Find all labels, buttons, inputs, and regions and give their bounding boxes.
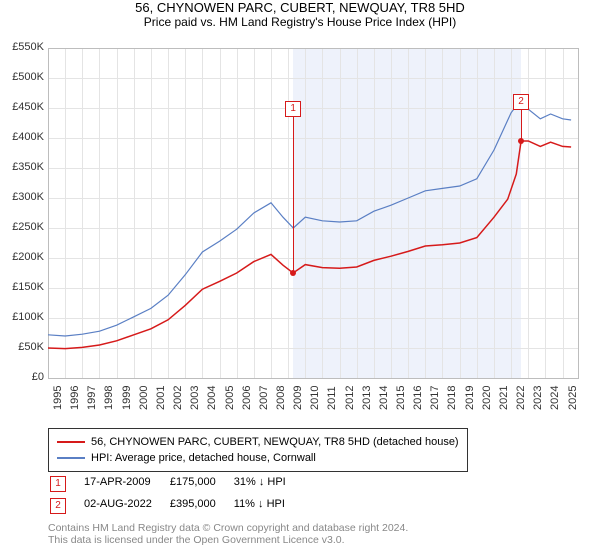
footnote: Contains HM Land Registry data © Crown c… xyxy=(48,522,408,546)
y-tick-label: £0 xyxy=(4,371,44,383)
x-tick-label: 1998 xyxy=(103,386,115,410)
x-tick-label: 2005 xyxy=(224,386,236,410)
transaction-marker: 1 xyxy=(50,476,66,492)
x-tick-label: 2011 xyxy=(326,386,338,410)
x-tick-label: 2015 xyxy=(395,386,407,410)
x-tick-label: 2007 xyxy=(258,386,270,410)
x-tick-label: 2019 xyxy=(464,386,476,410)
y-tick-label: £150K xyxy=(4,281,44,293)
footnote-line: Contains HM Land Registry data © Crown c… xyxy=(48,522,408,534)
x-tick-label: 1997 xyxy=(86,386,98,410)
x-tick-label: 2017 xyxy=(429,386,441,410)
x-tick-label: 2021 xyxy=(498,386,510,410)
marker-line-2 xyxy=(521,110,522,141)
plot-area: 12 xyxy=(48,48,578,378)
x-tick-label: 2020 xyxy=(481,386,493,410)
x-tick-label: 1995 xyxy=(52,386,64,410)
legend-label: HPI: Average price, detached house, Corn… xyxy=(91,450,316,466)
series-svg xyxy=(48,48,578,378)
chart-title: 56, CHYNOWEN PARC, CUBERT, NEWQUAY, TR8 … xyxy=(0,0,600,15)
transaction-date: 17-APR-2009 xyxy=(84,474,168,494)
x-tick-label: 2025 xyxy=(567,386,579,410)
x-tick-label: 2009 xyxy=(292,386,304,410)
transaction-diff: 31% ↓ HPI xyxy=(234,474,302,494)
x-tick-label: 2013 xyxy=(361,386,373,410)
legend-item: HPI: Average price, detached house, Corn… xyxy=(57,450,459,466)
x-tick-label: 2012 xyxy=(344,386,356,410)
series-paid xyxy=(48,141,571,349)
x-tick-label: 1999 xyxy=(121,386,133,410)
legend-swatch xyxy=(57,457,85,459)
x-tick-label: 2018 xyxy=(446,386,458,410)
transaction-marker: 2 xyxy=(50,498,66,514)
y-tick-label: £400K xyxy=(4,131,44,143)
x-tick-label: 2023 xyxy=(532,386,544,410)
marker-flag-1: 1 xyxy=(285,101,301,117)
y-tick-label: £350K xyxy=(4,161,44,173)
x-tick-label: 1996 xyxy=(69,386,81,410)
series-hpi xyxy=(48,99,571,336)
marker-flag-2: 2 xyxy=(513,94,529,110)
x-tick-label: 2003 xyxy=(189,386,201,410)
x-tick-label: 2002 xyxy=(172,386,184,410)
x-tick-label: 2022 xyxy=(515,386,527,410)
x-tick-label: 2010 xyxy=(309,386,321,410)
x-tick-label: 2016 xyxy=(412,386,424,410)
transaction-row: 1 17-APR-2009£175,00031% ↓ HPI xyxy=(50,474,302,494)
marker-dot-2 xyxy=(518,138,524,144)
y-tick-label: £250K xyxy=(4,221,44,233)
transaction-price: £395,000 xyxy=(170,496,232,516)
marker-line-1 xyxy=(293,117,294,273)
y-tick-label: £500K xyxy=(4,71,44,83)
y-tick-label: £550K xyxy=(4,41,44,53)
x-tick-label: 2024 xyxy=(549,386,561,410)
x-tick-label: 2004 xyxy=(206,386,218,410)
x-tick-label: 2014 xyxy=(378,386,390,410)
y-tick-label: £200K xyxy=(4,251,44,263)
legend-swatch xyxy=(57,441,85,443)
y-tick-label: £100K xyxy=(4,311,44,323)
x-tick-label: 2006 xyxy=(241,386,253,410)
y-tick-label: £450K xyxy=(4,101,44,113)
chart-subtitle: Price paid vs. HM Land Registry's House … xyxy=(0,15,600,29)
transaction-date: 02-AUG-2022 xyxy=(84,496,168,516)
transaction-price: £175,000 xyxy=(170,474,232,494)
legend: 56, CHYNOWEN PARC, CUBERT, NEWQUAY, TR8 … xyxy=(48,428,468,472)
x-tick-label: 2001 xyxy=(155,386,167,410)
y-tick-label: £50K xyxy=(4,341,44,353)
transaction-row: 2 02-AUG-2022£395,00011% ↓ HPI xyxy=(50,496,302,516)
footnote-line: This data is licensed under the Open Gov… xyxy=(48,534,408,546)
x-tick-label: 2008 xyxy=(275,386,287,410)
legend-label: 56, CHYNOWEN PARC, CUBERT, NEWQUAY, TR8 … xyxy=(91,434,459,450)
y-tick-label: £300K xyxy=(4,191,44,203)
x-tick-label: 2000 xyxy=(138,386,150,410)
transaction-diff: 11% ↓ HPI xyxy=(234,496,302,516)
legend-item: 56, CHYNOWEN PARC, CUBERT, NEWQUAY, TR8 … xyxy=(57,434,459,450)
transactions-table: 1 17-APR-2009£175,00031% ↓ HPI 2 02-AUG-202… xyxy=(48,472,304,518)
